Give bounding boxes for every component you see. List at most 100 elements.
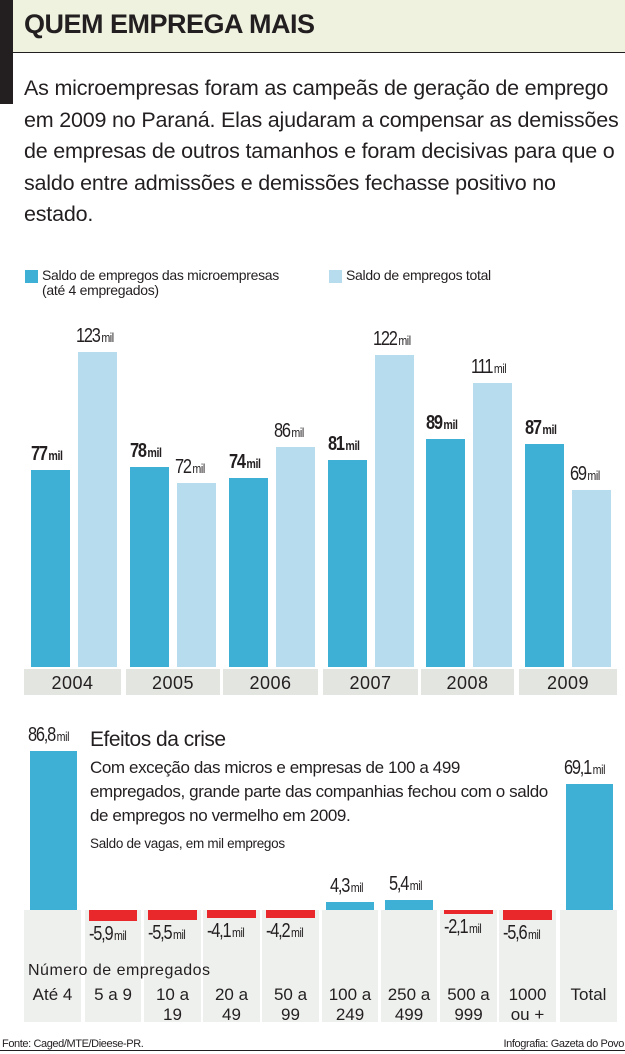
value-label-cat-8-number: -5,6	[503, 922, 528, 945]
value-label-cat-5-unit: mil	[350, 880, 364, 896]
value-label-cat-0-unit: mil	[56, 729, 70, 745]
bar-micro-2007	[328, 459, 367, 667]
category-cell-8	[499, 910, 556, 1022]
label-total-2004: 123 mil	[76, 325, 114, 348]
accent-bar	[0, 0, 13, 104]
bar-cat-5	[326, 902, 374, 910]
bar-total-2005	[177, 482, 216, 667]
label-total-2007-unit: mil	[398, 332, 411, 348]
category-label-3: 20 a 49	[203, 985, 260, 1025]
source-note: Fonte: Caged/MTE/Dieese-PR.	[2, 1038, 144, 1050]
label-total-2005-number: 72	[175, 455, 192, 478]
legend-label-total: Saldo de empregos total	[346, 267, 491, 283]
label-micro-2004-number: 77	[31, 442, 48, 465]
category-label-5-line2: 249	[335, 1005, 365, 1024]
bar-cat-2	[148, 910, 197, 921]
legend-swatch-micro	[25, 270, 38, 283]
bar-micro-2009	[525, 444, 564, 667]
legend-label-micro-line2: (até 4 empregados)	[42, 282, 159, 298]
label-micro-2006-number: 74	[229, 450, 246, 473]
value-label-cat-6-number: 5,4	[389, 873, 409, 896]
category-label-4-line2: 99	[281, 1005, 300, 1024]
label-total-2006-number: 86	[274, 419, 291, 442]
label-micro-2004-unit: mil	[48, 447, 63, 463]
label-total-2008-unit: mil	[493, 360, 507, 376]
category-label-7-line2: 999	[454, 1005, 483, 1024]
value-label-cat-1: -5,9 mil	[89, 923, 127, 946]
label-total-2006-unit: mil	[291, 424, 304, 440]
bar-micro-2004	[31, 469, 70, 667]
year-label-2008: 2008	[421, 669, 514, 695]
label-micro-2009-unit: mil	[542, 422, 557, 438]
category-cell-6	[381, 910, 437, 1022]
value-label-cat-3-number: -4,1	[207, 919, 232, 942]
value-label-cat-2-unit: mil	[172, 927, 186, 943]
label-micro-2008-number: 89	[426, 412, 443, 435]
category-label-6-line2: 499	[394, 1005, 424, 1024]
label-micro-2007-unit: mil	[345, 437, 360, 453]
category-cell-2	[144, 910, 201, 1022]
label-micro-2008-unit: mil	[443, 417, 458, 433]
value-label-cat-8-unit: mil	[527, 927, 541, 943]
bar-cat-9	[566, 783, 613, 910]
value-label-cat-3-unit: mil	[231, 924, 245, 940]
label-micro-2007: 81 mil	[328, 433, 360, 456]
bar-cat-1	[89, 910, 137, 921]
category-label-0: Até 4	[24, 985, 81, 1005]
label-total-2004-number: 123	[76, 325, 101, 348]
value-label-cat-9: 69,1 mil	[564, 757, 605, 780]
value-label-cat-7-number: -2,1	[444, 916, 469, 938]
category-cell-5	[322, 910, 378, 1022]
value-label-cat-4: -4,2 mil	[266, 920, 304, 943]
bar-micro-2008	[426, 439, 465, 667]
label-total-2005: 72 mil	[175, 456, 205, 479]
category-label-6-line1: 250 a	[387, 985, 431, 1004]
label-total-2005-unit: mil	[192, 460, 205, 476]
category-label-7-line1: 500 a	[447, 985, 490, 1004]
category-cell-3	[203, 910, 260, 1022]
category-label-6: 250 a 499	[381, 985, 437, 1025]
value-label-cat-6: 5,4 mil	[389, 873, 423, 896]
value-label-cat-5-number: 4,3	[330, 875, 350, 898]
value-label-cat-8: -5,6 mil	[503, 922, 541, 945]
category-label-2: 10 a 19	[144, 985, 201, 1025]
legend-label-micro-line1: Saldo de empregos das microempresas	[42, 267, 279, 283]
label-total-2009: 69 mil	[570, 463, 600, 486]
label-total-2007-number: 122	[373, 327, 398, 350]
label-micro-2009: 87 mil	[525, 417, 557, 440]
category-cell-0	[24, 910, 81, 1022]
label-total-2004-unit: mil	[101, 330, 114, 346]
page-title: QUEM EMPREGA MAIS	[24, 9, 315, 39]
category-label-2-line1: 10 a	[155, 985, 190, 1004]
year-label-2006: 2006	[223, 669, 318, 695]
credit-note: Infografia: Gazeta do Povo	[503, 1038, 625, 1050]
value-label-cat-9-number: 69,1	[564, 756, 592, 779]
category-label-4: 50 a 99	[262, 985, 319, 1025]
category-label-8-line1: 1000	[508, 985, 547, 1004]
value-label-cat-1-unit: mil	[113, 927, 127, 943]
category-label-8-line2: ou +	[510, 1005, 545, 1024]
legend-swatch-total	[329, 270, 342, 283]
category-label-0-line1: Até 4	[32, 985, 73, 1004]
category-label-1: 5 a 9	[85, 985, 141, 1005]
bar-total-2007	[375, 354, 414, 667]
header-band	[0, 0, 625, 53]
label-micro-2004: 77 mil	[31, 443, 63, 466]
value-label-cat-0-number: 86,8	[28, 724, 56, 747]
value-label-cat-0: 86,8 mil	[28, 724, 69, 747]
label-micro-2009-number: 87	[525, 417, 542, 440]
value-label-cat-6-unit: mil	[409, 878, 423, 894]
category-label-4-line1: 50 a	[273, 985, 308, 1004]
category-label-5: 100 a 249	[322, 985, 378, 1025]
category-label-9-line1: Total	[570, 985, 607, 1004]
bar-micro-2005	[130, 467, 169, 667]
category-label-3-line2: 49	[222, 1005, 241, 1024]
bar-total-2009	[572, 490, 611, 667]
label-total-2008-number: 111	[471, 355, 493, 378]
value-label-cat-5: 4,3 mil	[330, 875, 364, 898]
value-label-cat-7-unit: mil	[468, 921, 482, 936]
bar-cat-3	[207, 910, 256, 918]
bottom-chart-title: Efeitos da crise	[90, 728, 226, 751]
year-label-2009: 2009	[519, 669, 617, 695]
category-label-8: 1000 ou +	[499, 985, 556, 1025]
